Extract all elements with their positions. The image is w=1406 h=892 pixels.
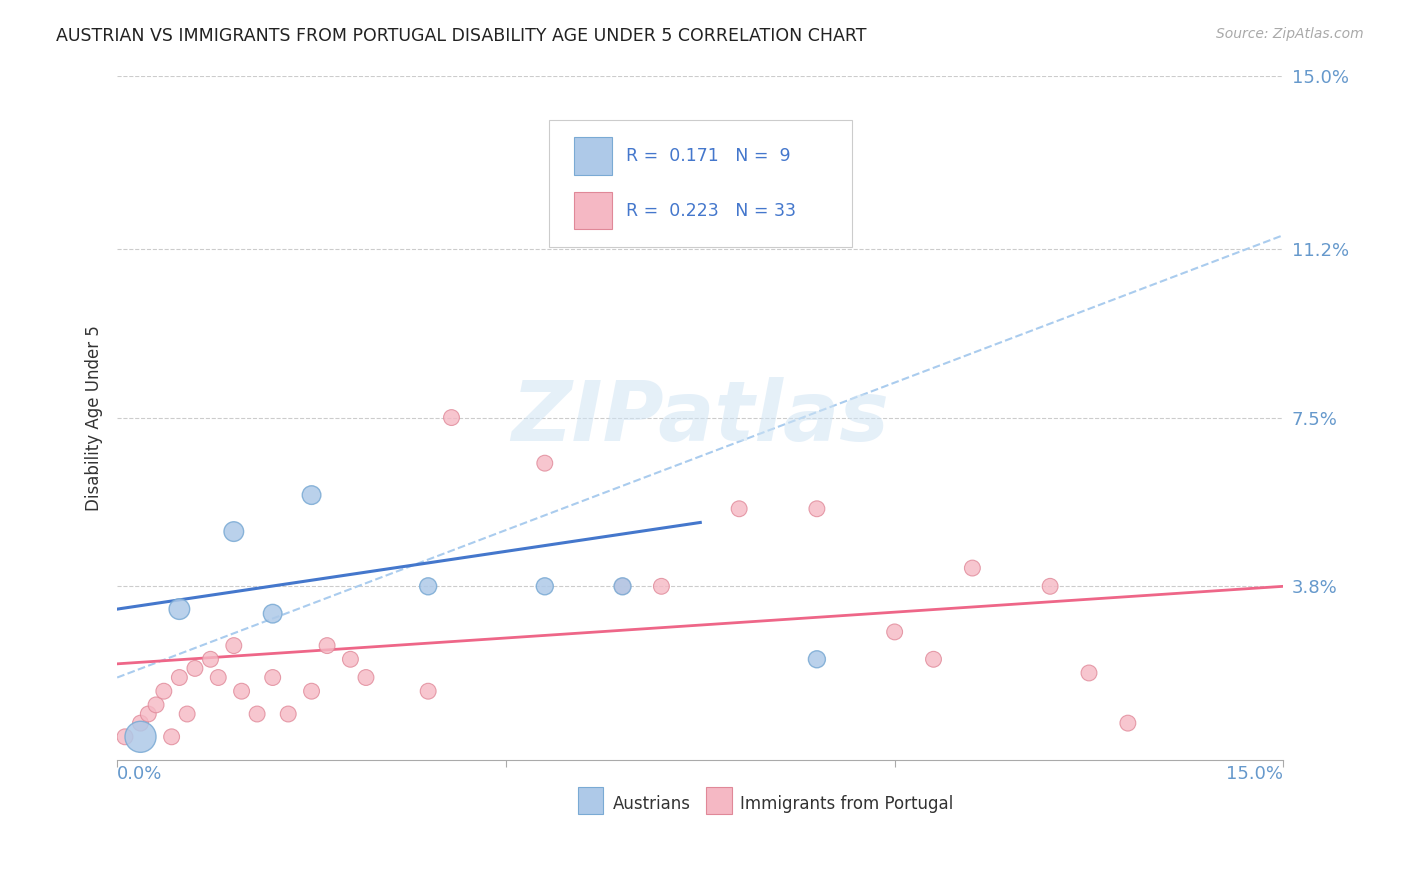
- Point: [246, 706, 269, 721]
- Point: [277, 706, 299, 721]
- Point: [207, 671, 229, 685]
- Point: [169, 671, 191, 685]
- Point: [612, 579, 634, 593]
- Point: [418, 579, 440, 593]
- Point: [231, 684, 253, 698]
- Bar: [578, 787, 603, 814]
- Point: [153, 684, 176, 698]
- Text: R =  0.223   N = 33: R = 0.223 N = 33: [626, 202, 796, 219]
- Point: [301, 488, 323, 502]
- Point: [650, 579, 672, 593]
- Point: [1039, 579, 1062, 593]
- Point: [883, 624, 905, 639]
- Bar: [706, 787, 731, 814]
- Point: [160, 730, 183, 744]
- Point: [184, 661, 207, 675]
- Point: [262, 607, 284, 621]
- Text: Austrians: Austrians: [613, 795, 690, 814]
- Point: [440, 410, 463, 425]
- Text: Immigrants from Portugal: Immigrants from Portugal: [740, 795, 953, 814]
- Bar: [574, 137, 612, 175]
- Point: [169, 602, 191, 616]
- Point: [262, 671, 284, 685]
- Point: [418, 684, 440, 698]
- Point: [806, 652, 828, 666]
- Text: 15.0%: 15.0%: [1226, 765, 1284, 783]
- Point: [200, 652, 222, 666]
- Point: [922, 652, 945, 666]
- Point: [301, 684, 323, 698]
- Point: [145, 698, 167, 712]
- Point: [533, 456, 555, 470]
- Point: [354, 671, 377, 685]
- Text: ZIPatlas: ZIPatlas: [512, 377, 889, 458]
- Point: [222, 639, 245, 653]
- Point: [129, 730, 152, 744]
- Bar: [574, 192, 612, 229]
- Point: [728, 501, 751, 516]
- Point: [136, 706, 159, 721]
- Point: [176, 706, 198, 721]
- Point: [114, 730, 136, 744]
- Point: [316, 639, 339, 653]
- Point: [129, 716, 152, 731]
- Text: 0.0%: 0.0%: [117, 765, 163, 783]
- Text: Source: ZipAtlas.com: Source: ZipAtlas.com: [1216, 27, 1364, 41]
- Point: [222, 524, 245, 539]
- Text: R =  0.171   N =  9: R = 0.171 N = 9: [626, 147, 790, 165]
- Point: [962, 561, 984, 575]
- Point: [1116, 716, 1139, 731]
- Y-axis label: Disability Age Under 5: Disability Age Under 5: [86, 325, 103, 510]
- Text: AUSTRIAN VS IMMIGRANTS FROM PORTUGAL DISABILITY AGE UNDER 5 CORRELATION CHART: AUSTRIAN VS IMMIGRANTS FROM PORTUGAL DIS…: [56, 27, 866, 45]
- Point: [339, 652, 361, 666]
- FancyBboxPatch shape: [548, 120, 852, 246]
- Point: [612, 579, 634, 593]
- Point: [806, 501, 828, 516]
- Point: [533, 579, 555, 593]
- Point: [1078, 665, 1101, 680]
